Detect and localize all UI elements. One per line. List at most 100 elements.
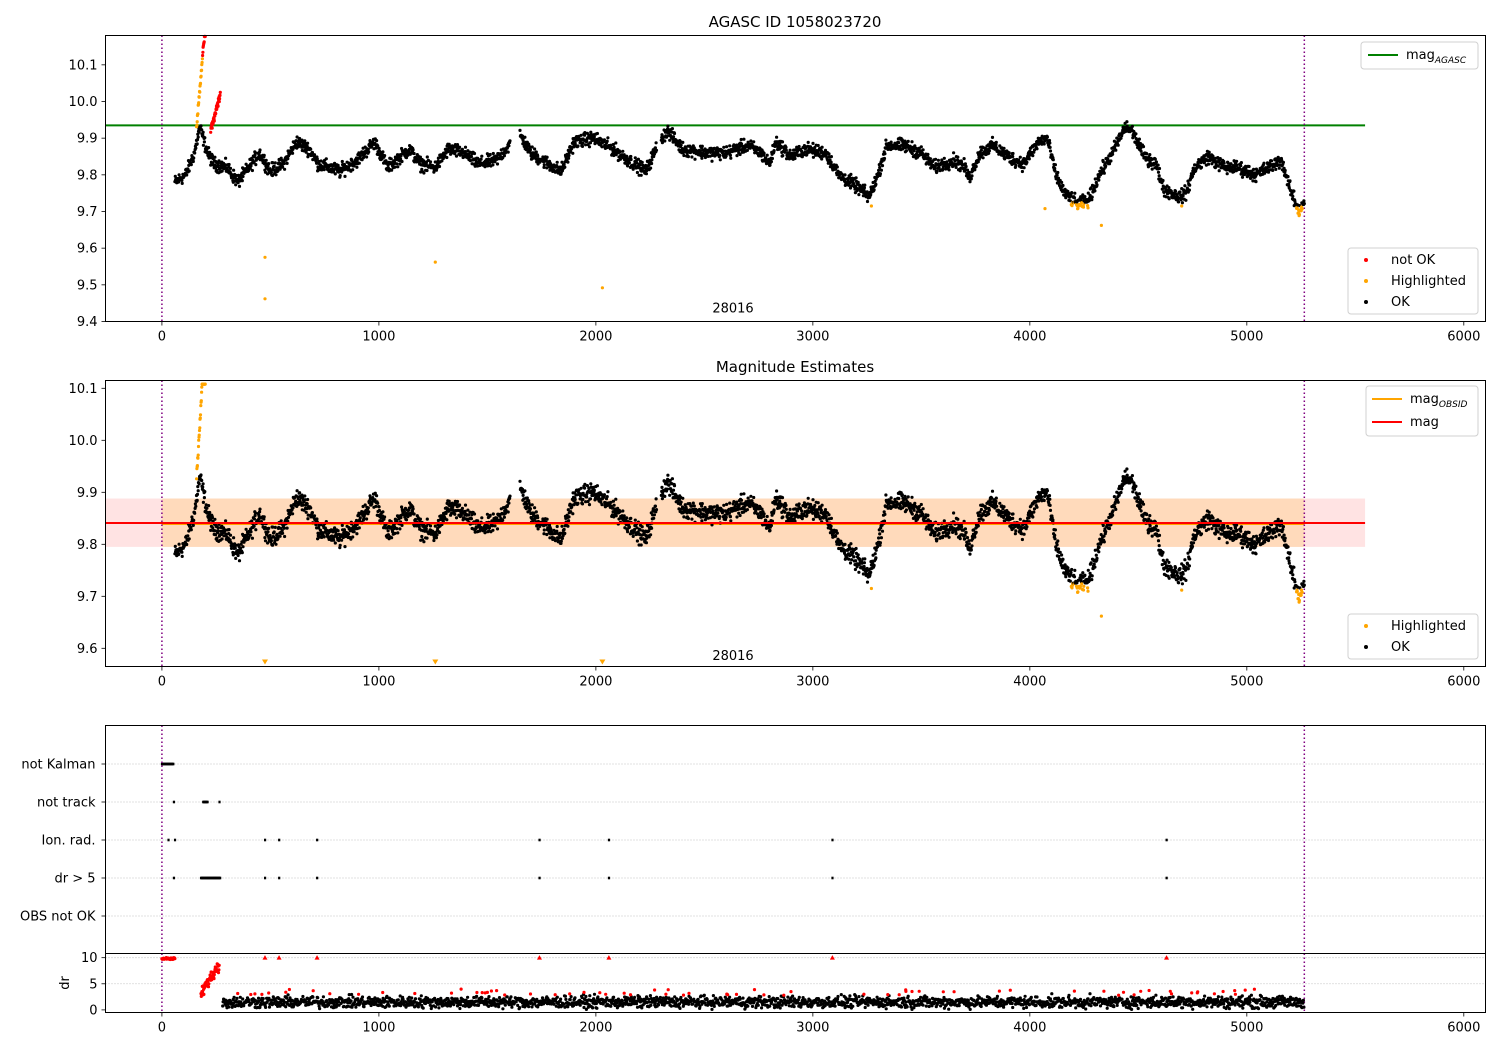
ok-point (234, 183, 238, 187)
ok-point (854, 176, 858, 180)
ok-point (1130, 124, 1134, 128)
ok-point (672, 131, 677, 136)
ok-point (592, 135, 596, 139)
ok-point (232, 168, 236, 172)
ok-point (614, 141, 618, 145)
ok-point (1188, 183, 1192, 187)
ok-point (281, 165, 285, 169)
ok-point (177, 542, 181, 546)
ok-point (445, 155, 449, 160)
ok-point (663, 139, 667, 143)
ok-point (580, 502, 585, 506)
ok-point (258, 507, 262, 511)
ok-point (588, 141, 593, 145)
ok-point (970, 174, 974, 178)
not-ok-point (217, 100, 221, 104)
ok-point (652, 154, 656, 159)
x-tick-label: 5000 (1230, 330, 1263, 345)
ok-point (633, 162, 637, 166)
ok-point (224, 156, 228, 160)
ok-point (282, 526, 286, 530)
ok-point (1083, 195, 1087, 199)
ok-point (956, 155, 960, 159)
ok-point (879, 168, 884, 172)
ok-point (665, 134, 669, 138)
ok-point (286, 157, 290, 161)
ok-point (252, 524, 256, 528)
ok-point (528, 507, 533, 511)
ok-point (351, 168, 355, 172)
ok-point (303, 141, 307, 145)
ok-point (806, 140, 810, 144)
highlighted-point (197, 101, 201, 105)
ok-point (530, 145, 534, 149)
ok-point (542, 165, 546, 169)
ok-point (1072, 196, 1077, 200)
ok-point (987, 149, 992, 153)
ok-point (195, 492, 200, 496)
ok-point (346, 532, 351, 536)
ok-point (398, 162, 402, 166)
ok-point (454, 154, 459, 158)
ok-point (366, 506, 370, 510)
ok-point (468, 159, 472, 163)
ok-point (493, 160, 497, 164)
ok-point (213, 517, 217, 521)
ok-point (1104, 164, 1108, 168)
ok-point (862, 186, 867, 190)
ok-point (458, 503, 462, 507)
ok-point (432, 538, 436, 543)
ok-point (533, 147, 537, 151)
ok-point (1187, 188, 1191, 192)
ok-point (295, 135, 299, 139)
ok-point (195, 142, 199, 146)
ok-point (306, 517, 310, 521)
ok-point (374, 146, 378, 150)
ok-point (962, 157, 966, 161)
ok-point (829, 160, 833, 164)
ok-point (322, 168, 326, 172)
ok-point (865, 199, 870, 204)
ok-point (267, 526, 271, 531)
ok-point (381, 510, 385, 514)
ok-point (340, 523, 344, 528)
ok-point (278, 534, 282, 538)
ok-point (180, 181, 184, 185)
ok-point (216, 526, 220, 530)
ok-point (381, 150, 385, 154)
ok-point (769, 160, 774, 164)
not-ok-point (214, 112, 218, 116)
ok-point (567, 519, 571, 523)
y-tick-label: 10.0 (69, 95, 98, 110)
ok-point (644, 172, 649, 176)
ok-point (268, 533, 272, 538)
ok-point (530, 503, 534, 507)
ok-point (638, 528, 642, 532)
ok-point (1007, 151, 1011, 155)
ok-point (325, 163, 329, 167)
ok-point (566, 160, 570, 164)
ok-point (237, 559, 242, 563)
ok-point (606, 490, 610, 494)
y-tick-label: 9.4 (77, 315, 98, 330)
ok-point (377, 146, 381, 150)
ok-point (942, 156, 946, 160)
ok-point (724, 515, 728, 520)
ok-point (199, 124, 203, 128)
ok-point (422, 540, 426, 544)
y-tick-label: 9.6 (77, 242, 98, 257)
ok-point (1167, 197, 1171, 201)
ok-point (227, 162, 231, 167)
ok-point (479, 157, 483, 161)
ok-point (1181, 194, 1185, 198)
ok-point (1148, 153, 1152, 157)
ok-point (1302, 202, 1306, 206)
ok-point (1262, 161, 1266, 165)
ok-point (1145, 152, 1149, 156)
ok-point (595, 131, 600, 136)
ok-point (639, 543, 643, 547)
ok-point (340, 159, 344, 164)
ok-point (480, 516, 484, 520)
ok-point (434, 536, 438, 540)
